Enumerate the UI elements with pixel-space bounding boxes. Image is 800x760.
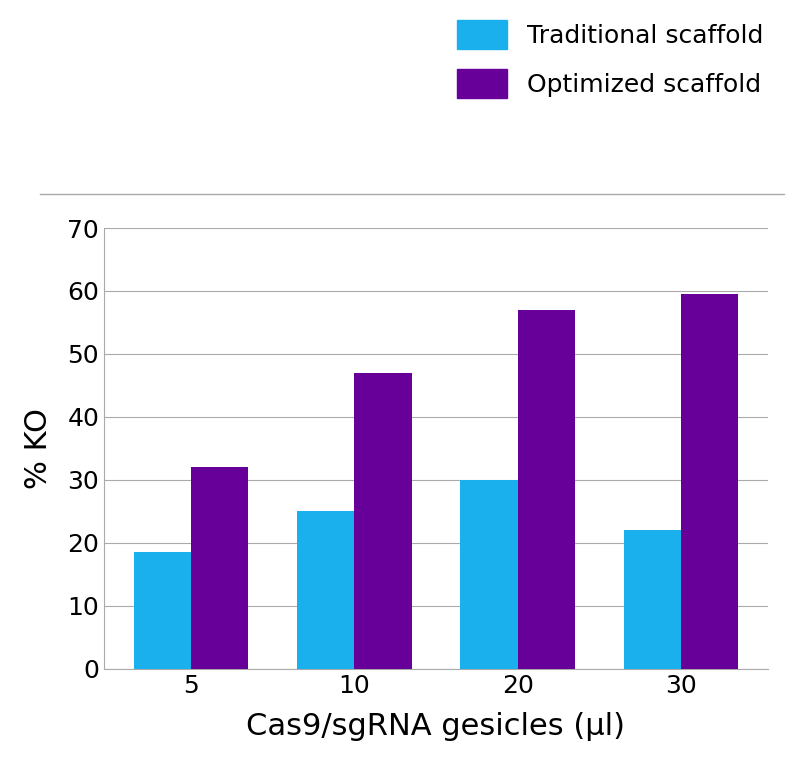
Bar — [354, 373, 411, 669]
Y-axis label: % KO: % KO — [24, 408, 54, 489]
X-axis label: Cas9/sgRNA gesicles (μl): Cas9/sgRNA gesicles (μl) — [246, 711, 626, 740]
Bar — [624, 530, 681, 669]
Bar — [518, 310, 574, 669]
Bar — [461, 480, 518, 669]
Legend: Traditional scaffold, Optimized scaffold: Traditional scaffold, Optimized scaffold — [457, 20, 763, 98]
Bar — [298, 511, 354, 669]
Bar — [134, 553, 191, 669]
Bar — [681, 294, 738, 669]
Bar — [191, 467, 248, 669]
